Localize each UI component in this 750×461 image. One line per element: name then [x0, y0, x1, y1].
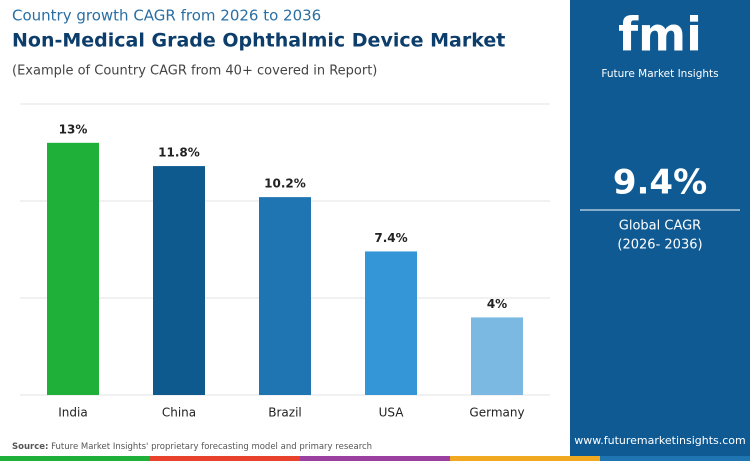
source: Source: Future Market Insights' propriet…: [12, 442, 372, 452]
strip: [0, 456, 150, 461]
bar: [153, 166, 205, 395]
bar: [365, 251, 417, 395]
bar: [47, 142, 99, 395]
x-tick-label: China: [162, 406, 196, 420]
x-tick-label: India: [58, 406, 87, 420]
bottom-strip: [0, 456, 750, 461]
strip: [600, 456, 750, 461]
value-label: 4%: [487, 297, 507, 311]
strip: [450, 456, 600, 461]
source-text: Future Market Insights' proprietary fore…: [51, 442, 372, 452]
x-tick-label: Brazil: [268, 406, 302, 420]
value-label: 13%: [59, 122, 88, 136]
url: www.futuremarketinsights.com: [574, 434, 746, 447]
value-label: 11.8%: [158, 146, 200, 160]
x-tick-label: USA: [379, 406, 405, 420]
pretitle: Country growth CAGR from 2026 to 2036: [12, 7, 321, 25]
logo: fmi: [618, 8, 702, 62]
cagr-label: Global CAGR: [619, 219, 701, 234]
bar: [259, 197, 311, 395]
brand: Future Market Insights: [601, 68, 718, 80]
subtitle: (Example of Country CAGR from 40+ covere…: [12, 64, 377, 79]
value-label: 10.2%: [264, 177, 306, 191]
x-tick-label: Germany: [469, 406, 524, 420]
chart-title: Non-Medical Grade Ophthalmic Device Mark…: [12, 30, 505, 52]
cagr-value: 9.4%: [613, 163, 707, 203]
bar: [471, 317, 523, 395]
value-label: 7.4%: [374, 231, 407, 245]
strip: [300, 456, 450, 461]
sidebar: [570, 0, 750, 461]
source-label: Source:: [12, 442, 48, 452]
strip: [150, 456, 300, 461]
cagr-period: (2026- 2036): [617, 238, 702, 253]
